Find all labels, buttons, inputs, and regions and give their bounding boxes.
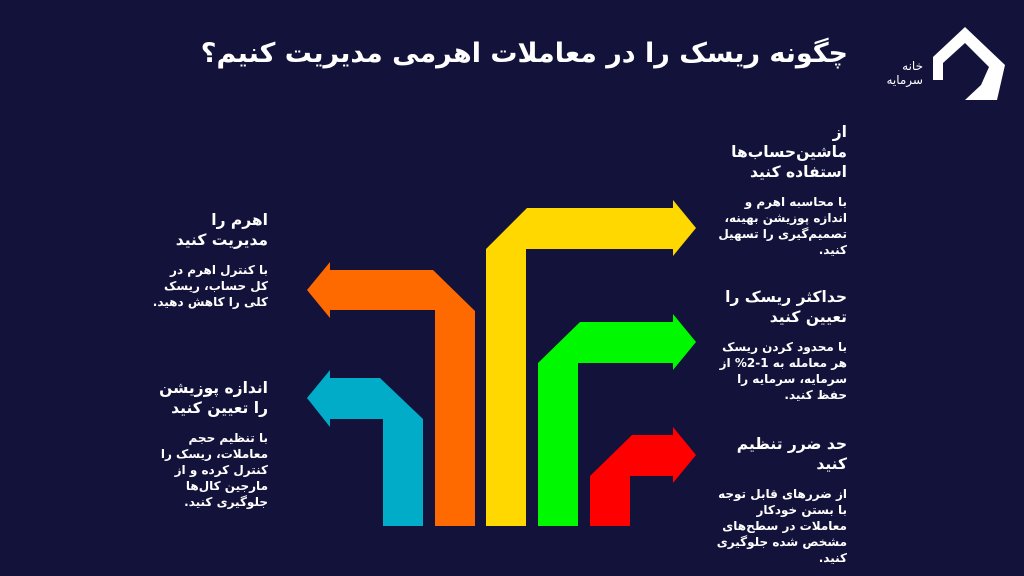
house-logo-icon [933, 27, 1005, 100]
step-red: حد ضرر تنظیم کنید از ضررهای قابل توجه با… [712, 434, 847, 566]
step-body: با محاسبه اهرم و اندازه پوزیشن بهینه، تص… [718, 195, 847, 257]
logo-text-2: سرمایه [886, 73, 923, 87]
step-heading: از ماشین‌حساب‌ها استفاده کنید [731, 123, 847, 181]
step-yellow: از ماشین‌حساب‌ها استفاده کنید با محاسبه … [712, 122, 847, 258]
step-orange: اهرم را مدیریت کنید با کنترل اهرم در کل … [150, 210, 268, 310]
step-body: از ضررهای قابل توجه با بستن خودکار معامل… [716, 487, 847, 565]
logo-text-1: خانه [902, 59, 923, 73]
orange-arrow [307, 262, 475, 526]
step-body: با محدود کردن ریسک هر معامله به 1-2% از … [719, 340, 847, 402]
step-heading: حداکثر ریسک را تعیین کنید [725, 288, 847, 326]
step-green: حداکثر ریسک را تعیین کنید با محدود کردن … [712, 287, 847, 403]
step-body: با تنظیم حجم معاملات، ریسک را کنترل کرده… [160, 431, 268, 509]
step-blue: اندازه پوزیشن را تعیین کنید با تنظیم حجم… [146, 378, 268, 510]
logo: خانه سرمایه [885, 25, 1005, 100]
page-title: چگونه ریسک را در معاملات اهرمی مدیریت کن… [200, 38, 848, 69]
step-heading: حد ضرر تنظیم کنید [736, 435, 847, 473]
step-body: با کنترل اهرم در کل حساب، ریسک کلی را کا… [152, 263, 268, 309]
green-arrow [538, 314, 696, 526]
blue-arrow [307, 370, 423, 526]
step-heading: اهرم را مدیریت کنید [175, 211, 268, 249]
yellow-arrow [486, 200, 696, 526]
step-heading: اندازه پوزیشن را تعیین کنید [159, 379, 268, 417]
red-arrow [590, 427, 696, 526]
